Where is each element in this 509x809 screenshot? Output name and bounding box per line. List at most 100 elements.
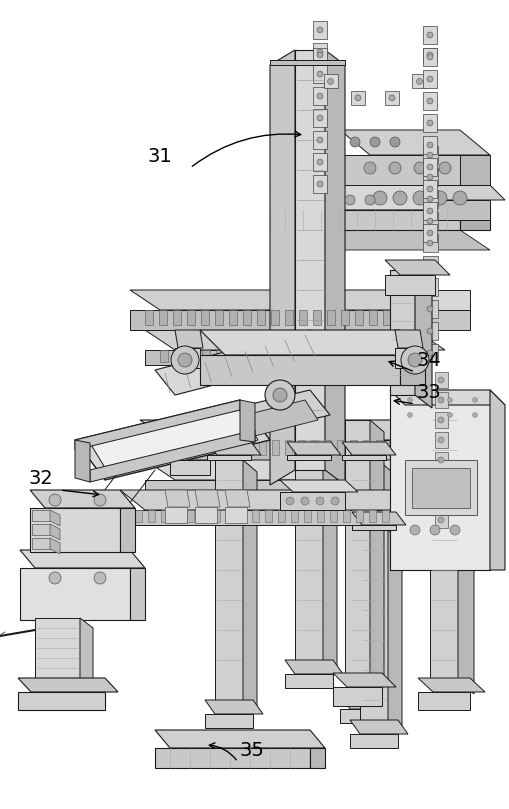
Circle shape (439, 162, 451, 174)
Polygon shape (226, 510, 233, 522)
Polygon shape (100, 390, 330, 465)
Circle shape (427, 54, 433, 60)
Polygon shape (423, 256, 438, 274)
Polygon shape (423, 136, 437, 154)
Polygon shape (145, 330, 445, 350)
Polygon shape (200, 355, 400, 385)
Polygon shape (423, 158, 437, 176)
Polygon shape (207, 455, 251, 460)
Polygon shape (215, 460, 243, 700)
Circle shape (427, 196, 433, 202)
Polygon shape (350, 720, 408, 734)
Polygon shape (490, 390, 505, 570)
Circle shape (273, 388, 287, 402)
Text: 31: 31 (148, 147, 173, 166)
Polygon shape (32, 538, 50, 549)
Polygon shape (115, 400, 318, 468)
Circle shape (427, 230, 433, 236)
Polygon shape (20, 550, 145, 568)
Circle shape (450, 525, 460, 535)
Circle shape (438, 457, 444, 463)
Circle shape (365, 195, 375, 205)
Polygon shape (145, 480, 415, 495)
Circle shape (331, 497, 339, 505)
Polygon shape (340, 709, 388, 723)
Polygon shape (418, 678, 485, 692)
Circle shape (316, 497, 324, 505)
Polygon shape (435, 492, 448, 508)
Circle shape (408, 353, 422, 367)
Polygon shape (313, 175, 327, 193)
Polygon shape (32, 524, 50, 535)
Polygon shape (205, 700, 263, 714)
Circle shape (317, 93, 323, 99)
Polygon shape (240, 400, 255, 442)
Circle shape (317, 49, 323, 55)
Polygon shape (378, 460, 392, 707)
Circle shape (427, 164, 433, 170)
Circle shape (427, 306, 433, 312)
Circle shape (49, 572, 61, 584)
Polygon shape (270, 230, 490, 250)
Polygon shape (175, 330, 203, 348)
Circle shape (373, 191, 387, 205)
Polygon shape (187, 310, 195, 325)
Circle shape (364, 162, 376, 174)
Polygon shape (18, 692, 105, 710)
Polygon shape (75, 440, 90, 482)
Polygon shape (435, 452, 448, 468)
Polygon shape (355, 310, 363, 325)
Polygon shape (135, 510, 142, 522)
Polygon shape (369, 310, 377, 325)
Circle shape (427, 240, 433, 246)
Polygon shape (213, 510, 220, 522)
Polygon shape (300, 350, 308, 362)
Polygon shape (188, 350, 196, 362)
Polygon shape (330, 510, 337, 522)
Circle shape (430, 525, 440, 535)
Circle shape (389, 162, 401, 174)
Polygon shape (435, 412, 448, 428)
Polygon shape (328, 350, 336, 362)
Polygon shape (202, 350, 210, 362)
Circle shape (317, 159, 323, 165)
Polygon shape (423, 278, 438, 296)
Circle shape (427, 120, 433, 126)
Polygon shape (270, 210, 460, 230)
Polygon shape (257, 310, 265, 325)
Polygon shape (337, 440, 344, 455)
Circle shape (370, 137, 380, 147)
Polygon shape (423, 322, 438, 340)
Circle shape (49, 494, 61, 506)
Polygon shape (423, 202, 437, 220)
Polygon shape (155, 330, 330, 395)
Polygon shape (310, 748, 325, 768)
Polygon shape (50, 538, 60, 554)
Circle shape (427, 186, 433, 192)
Polygon shape (430, 200, 490, 220)
Circle shape (317, 71, 323, 77)
Polygon shape (313, 65, 327, 83)
Polygon shape (20, 568, 130, 620)
Polygon shape (75, 400, 240, 450)
Polygon shape (423, 344, 438, 362)
Circle shape (355, 95, 361, 101)
Circle shape (447, 413, 453, 417)
Polygon shape (317, 510, 324, 522)
Polygon shape (30, 490, 135, 508)
Circle shape (427, 98, 433, 104)
Polygon shape (161, 510, 168, 522)
Circle shape (350, 137, 360, 147)
Circle shape (389, 95, 395, 101)
Polygon shape (412, 74, 427, 88)
Polygon shape (423, 48, 437, 62)
Polygon shape (351, 91, 365, 105)
Polygon shape (313, 48, 327, 62)
Polygon shape (313, 153, 327, 171)
Polygon shape (165, 490, 190, 507)
Polygon shape (370, 350, 378, 362)
Polygon shape (342, 455, 386, 460)
Polygon shape (390, 270, 415, 395)
Circle shape (317, 181, 323, 187)
Polygon shape (313, 43, 327, 61)
